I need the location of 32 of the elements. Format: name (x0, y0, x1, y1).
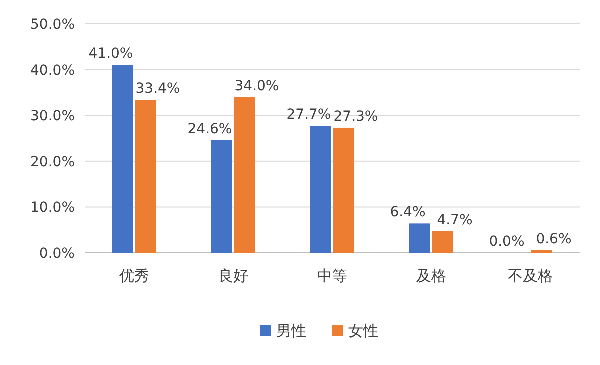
x-tick-label: 优秀 (120, 267, 150, 285)
data-label: 33.4% (136, 81, 180, 98)
data-label: 0.6% (536, 231, 572, 248)
y-tick-label: 0.0% (39, 246, 75, 262)
data-label: 34.0% (234, 78, 280, 94)
data-label: 0.0% (489, 234, 525, 250)
y-tick-label: 50.0% (30, 17, 75, 33)
bar (310, 126, 332, 253)
x-tick-label: 中等 (318, 267, 348, 285)
bar (234, 97, 256, 253)
y-tick-label: 30.0% (30, 108, 75, 125)
legend-label: 男性 (276, 322, 306, 340)
legend-label: 女性 (348, 322, 378, 340)
bar (532, 250, 552, 253)
bar (432, 231, 454, 253)
x-tick-label: 不及格 (508, 267, 553, 285)
data-label: 41.0% (88, 46, 134, 62)
bar (212, 140, 232, 253)
bar (410, 224, 430, 253)
data-label: 6.4% (390, 204, 426, 221)
y-tick-label: 40.0% (30, 62, 75, 79)
bar (112, 65, 134, 253)
x-tick-label: 良好 (218, 267, 248, 285)
bar (136, 100, 156, 253)
x-tick-label: 及格 (416, 267, 446, 285)
bar (334, 128, 354, 253)
data-label: 27.7% (286, 107, 332, 124)
data-label: 4.7% (437, 212, 473, 228)
data-label: 24.6% (188, 121, 232, 138)
y-tick-label: 20.0% (30, 154, 75, 170)
data-label: 27.3% (334, 108, 378, 125)
y-tick-label: 10.0% (30, 200, 75, 216)
